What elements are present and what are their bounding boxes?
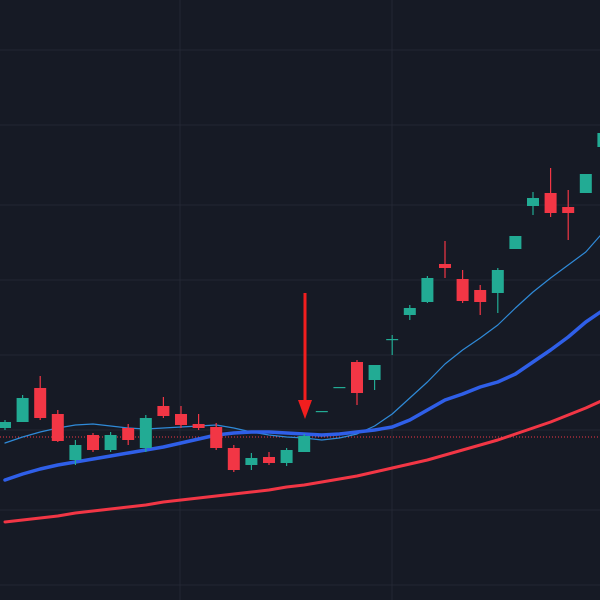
candle-body: [456, 279, 469, 301]
candle-body: [245, 458, 258, 465]
candle-body: [562, 207, 575, 213]
candle-body: [544, 193, 557, 213]
candle-body: [333, 387, 346, 389]
candle-body: [315, 411, 328, 413]
candle-body: [597, 133, 600, 147]
plot: [0, 133, 600, 524]
candle-body: [139, 418, 152, 448]
candle-body: [351, 362, 363, 393]
candle-body: [386, 339, 399, 341]
candle-body: [491, 270, 504, 293]
candle-body: [263, 457, 275, 463]
candle-body: [34, 388, 47, 418]
moving-average: [3, 399, 600, 524]
candle-body: [509, 236, 522, 249]
candle-body: [368, 365, 381, 380]
candle-body: [122, 428, 135, 440]
candle-body: [51, 414, 64, 441]
candle-body: [280, 450, 293, 463]
arrow-head: [298, 400, 312, 419]
candle-body: [439, 264, 451, 268]
candle-body: [527, 198, 539, 206]
candle-body: [69, 445, 82, 460]
candle-body: [0, 422, 11, 428]
candle-body: [175, 414, 187, 425]
candle-body: [210, 427, 223, 448]
candle-body: [403, 308, 416, 315]
candle-body: [104, 435, 117, 450]
candle-body: [298, 436, 311, 452]
candle-body: [87, 435, 99, 450]
candle-body: [157, 406, 170, 416]
candle-body: [579, 174, 592, 193]
candle-body: [16, 398, 29, 422]
candle-body: [227, 448, 240, 470]
arrow-annotation: [298, 293, 312, 419]
candle-body: [192, 424, 205, 428]
candle-body: [421, 278, 434, 302]
candle-body: [474, 290, 487, 302]
